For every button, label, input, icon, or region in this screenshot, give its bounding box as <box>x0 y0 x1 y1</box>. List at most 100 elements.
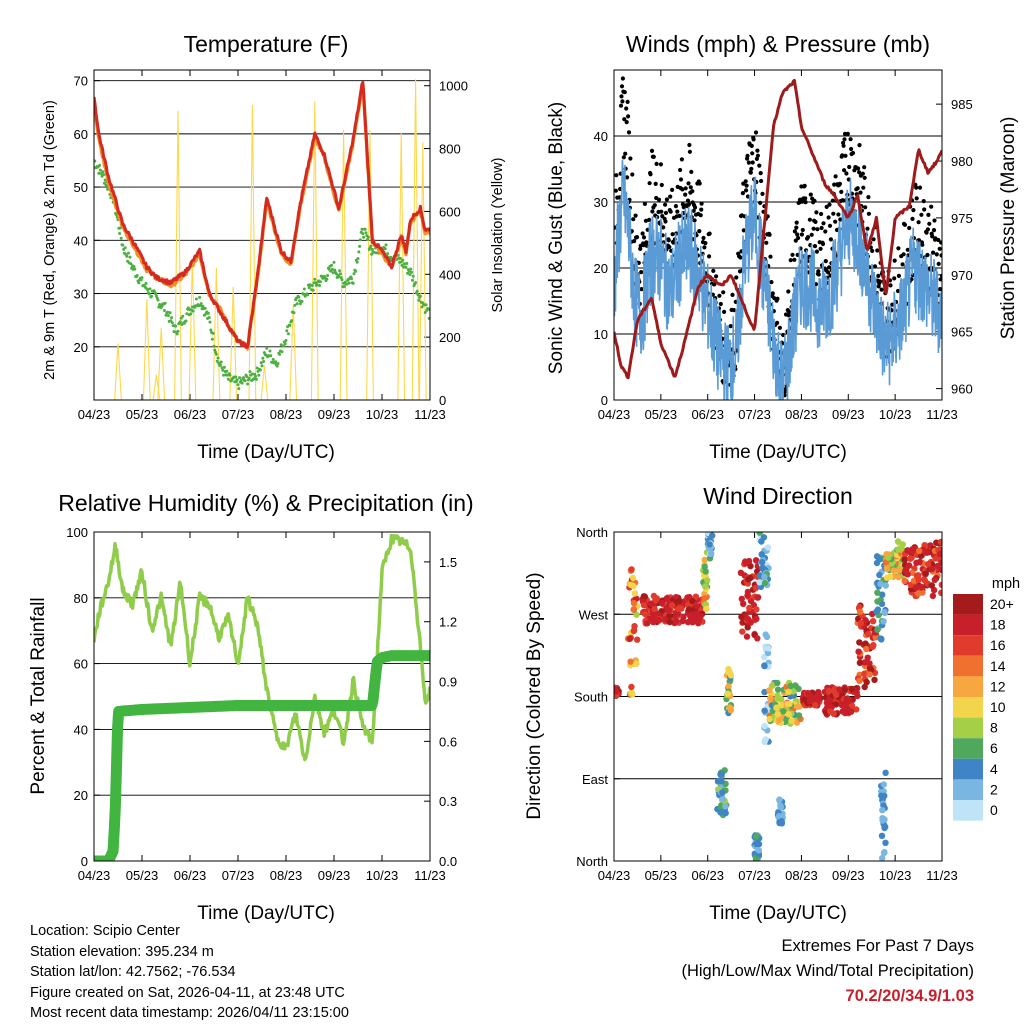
gust-point <box>667 244 672 250</box>
gust-point <box>938 277 942 282</box>
gust-point <box>623 151 628 156</box>
dewpoint-point <box>280 350 284 354</box>
colorbar-label: 0 <box>990 802 998 818</box>
gust-point <box>862 165 867 170</box>
winddir-point <box>755 840 763 848</box>
dewpoint-point <box>147 292 151 296</box>
gust-point <box>764 240 769 245</box>
gust-point <box>809 232 814 237</box>
dewpoint-point <box>126 251 130 255</box>
dewpoint-point <box>402 262 406 266</box>
gust-point <box>625 175 630 180</box>
temp-9m-line <box>94 81 430 351</box>
winddir-point <box>752 584 760 592</box>
gust-point <box>794 220 799 225</box>
y-tick-label: 0 <box>81 854 88 869</box>
gust-point <box>721 290 726 295</box>
gust-point <box>836 212 841 217</box>
gust-point <box>936 261 941 266</box>
winddir-point <box>656 617 663 624</box>
winddir-point <box>812 702 819 709</box>
gust-point <box>673 204 679 209</box>
gust-point <box>799 232 805 237</box>
colorbar-label: 2 <box>990 781 998 797</box>
winddir-point <box>745 616 752 623</box>
gust-point <box>632 239 637 244</box>
gust-point <box>845 131 850 136</box>
solar-line <box>94 79 427 400</box>
gust-point <box>692 218 697 223</box>
winddir-point <box>739 628 746 635</box>
dewpoint-point <box>386 252 390 256</box>
winddir-point <box>915 590 922 597</box>
dewpoint-point <box>156 298 160 302</box>
gust-point <box>731 308 737 313</box>
dewpoint-point <box>363 227 367 231</box>
dewpoint-point <box>356 257 360 260</box>
gust-point <box>803 200 808 205</box>
dewpoint-point <box>374 251 378 255</box>
dewpoint-point <box>315 283 319 287</box>
gust-point <box>857 170 862 175</box>
dewpoint-point <box>282 344 286 348</box>
gust-point <box>838 217 843 222</box>
gust-point <box>890 302 895 307</box>
gust-point <box>842 137 847 142</box>
winddir-point <box>692 593 700 600</box>
x-tick-label: 10/23 <box>366 868 399 883</box>
winddir-point <box>836 686 843 693</box>
gust-point <box>740 191 746 196</box>
y2-tick-label: 0.3 <box>439 794 457 809</box>
gust-point <box>832 182 837 187</box>
gust-point <box>843 153 848 158</box>
dewpoint-point <box>157 305 161 309</box>
winddir-point <box>717 809 724 816</box>
dewpoint-point <box>198 295 202 299</box>
dewpoint-point <box>140 276 144 280</box>
gust-point <box>858 190 863 195</box>
winddir-point <box>676 597 683 605</box>
gust-point <box>802 183 807 188</box>
dewpoint-point <box>420 305 424 309</box>
winddir-point <box>678 605 685 612</box>
winddir-point <box>936 550 942 558</box>
x-tick-label: 08/23 <box>785 868 818 883</box>
dewpoint-point <box>302 287 306 291</box>
gust-point <box>803 196 808 201</box>
dewpoint-point <box>203 306 207 310</box>
winddir-point <box>873 559 881 567</box>
gust-point <box>683 186 688 191</box>
winddir-point <box>879 591 886 598</box>
gust-point <box>896 246 901 251</box>
gust-point <box>758 200 763 205</box>
gust-point <box>865 226 870 231</box>
winddir-point <box>744 592 751 599</box>
gust-point <box>652 203 657 208</box>
winddir-point <box>866 671 873 678</box>
dewpoint-point <box>410 278 414 282</box>
gust-point <box>654 161 659 166</box>
winddir-point <box>886 573 894 580</box>
winddir-point <box>766 687 773 694</box>
humidity-series <box>94 533 430 861</box>
dewpoint-point <box>221 368 225 372</box>
gust-point <box>624 120 629 125</box>
dewpoint-point <box>98 168 102 172</box>
gust-point <box>875 248 880 253</box>
dewpoint-point <box>247 376 251 380</box>
gust-point <box>618 103 624 108</box>
gust-point <box>794 225 799 230</box>
dewpoint-point <box>189 312 193 316</box>
dewpoint-point <box>201 304 205 308</box>
gust-point <box>734 275 739 280</box>
winddir-point <box>774 686 782 693</box>
humidity-xlabel: Time (Day/UTC) <box>197 903 335 924</box>
gust-point <box>820 241 826 247</box>
colorbar-swatch <box>953 594 983 615</box>
gust-point <box>861 185 866 190</box>
dewpoint-point <box>361 232 365 236</box>
gust-point <box>697 229 702 234</box>
gust-point <box>833 174 838 179</box>
gust-point <box>826 270 831 275</box>
dewpoint-point <box>256 369 260 373</box>
